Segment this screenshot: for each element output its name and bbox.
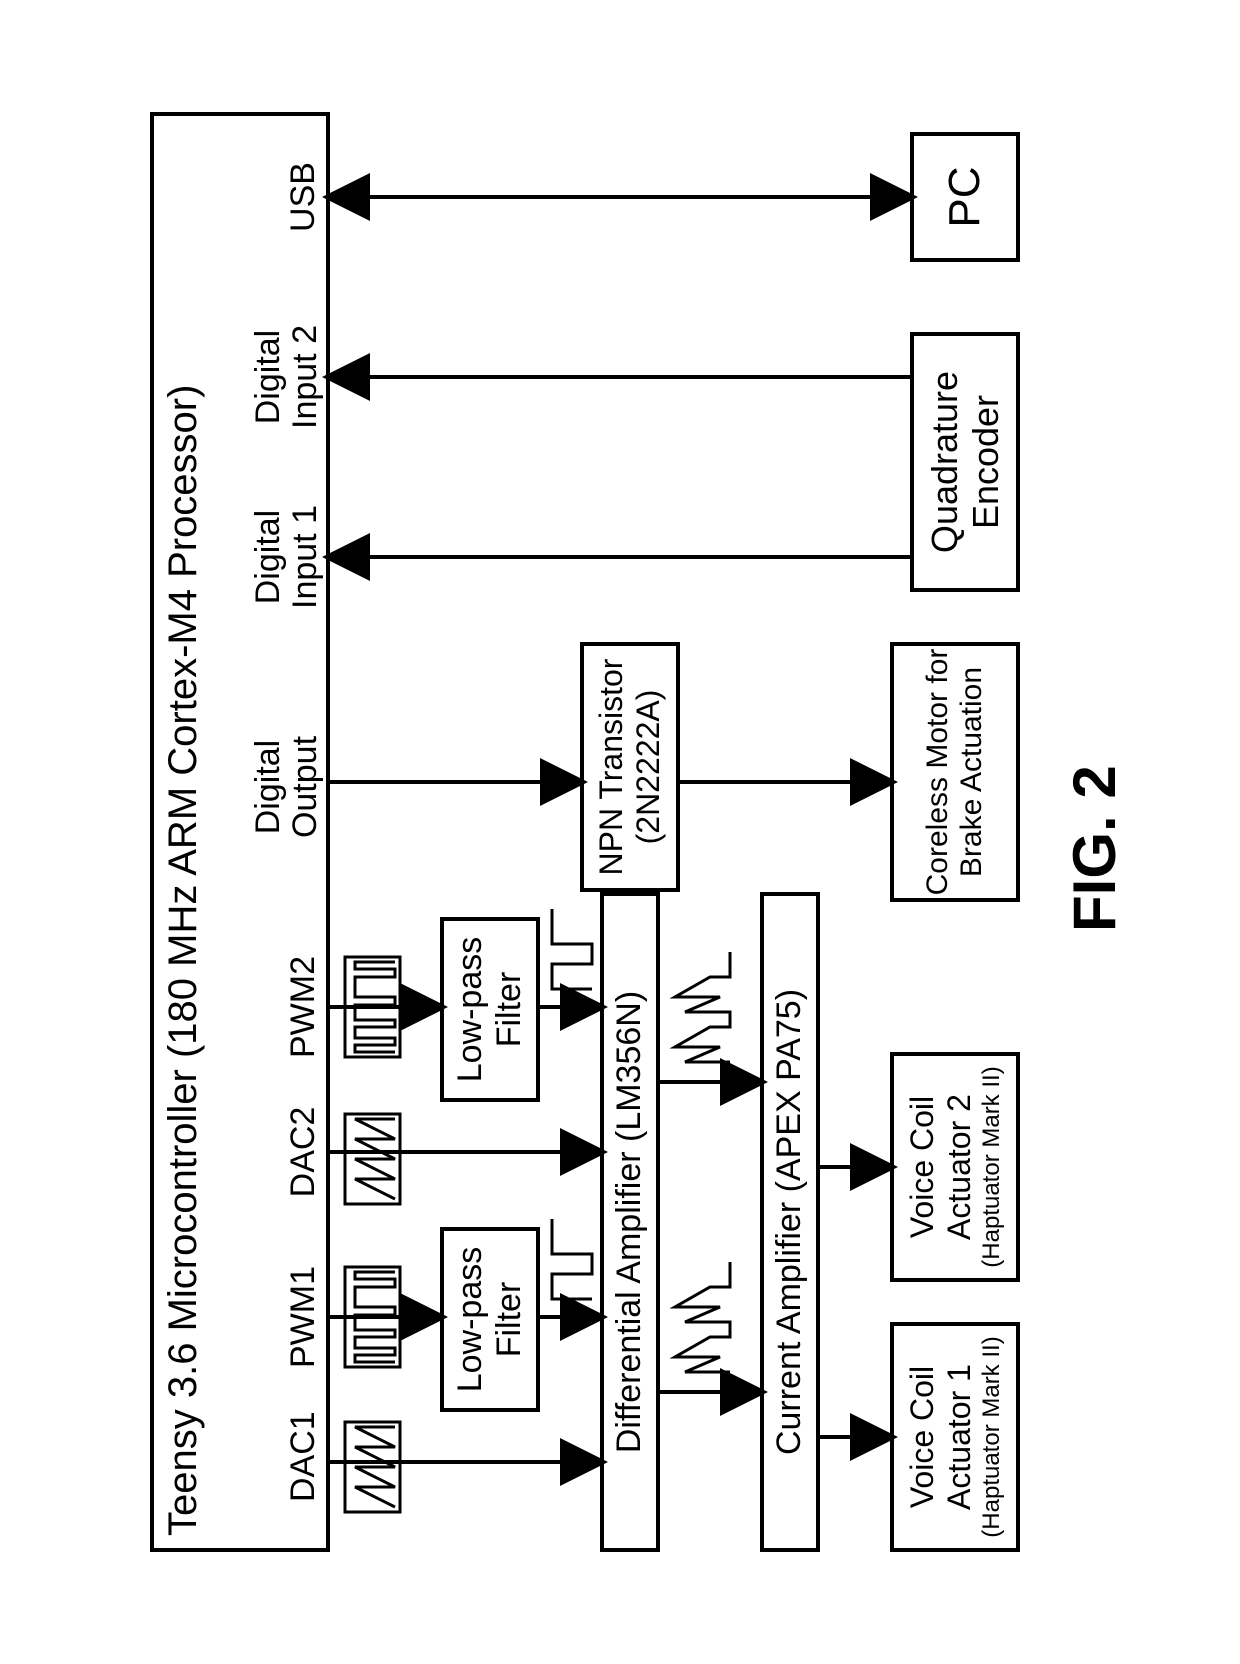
block-diagram: Teensy 3.6 Microcontroller (180 MHz ARM … <box>120 82 1120 1582</box>
arrows-overlay <box>120 82 1120 1582</box>
figure-caption: FIG. 2 <box>1060 765 1129 932</box>
